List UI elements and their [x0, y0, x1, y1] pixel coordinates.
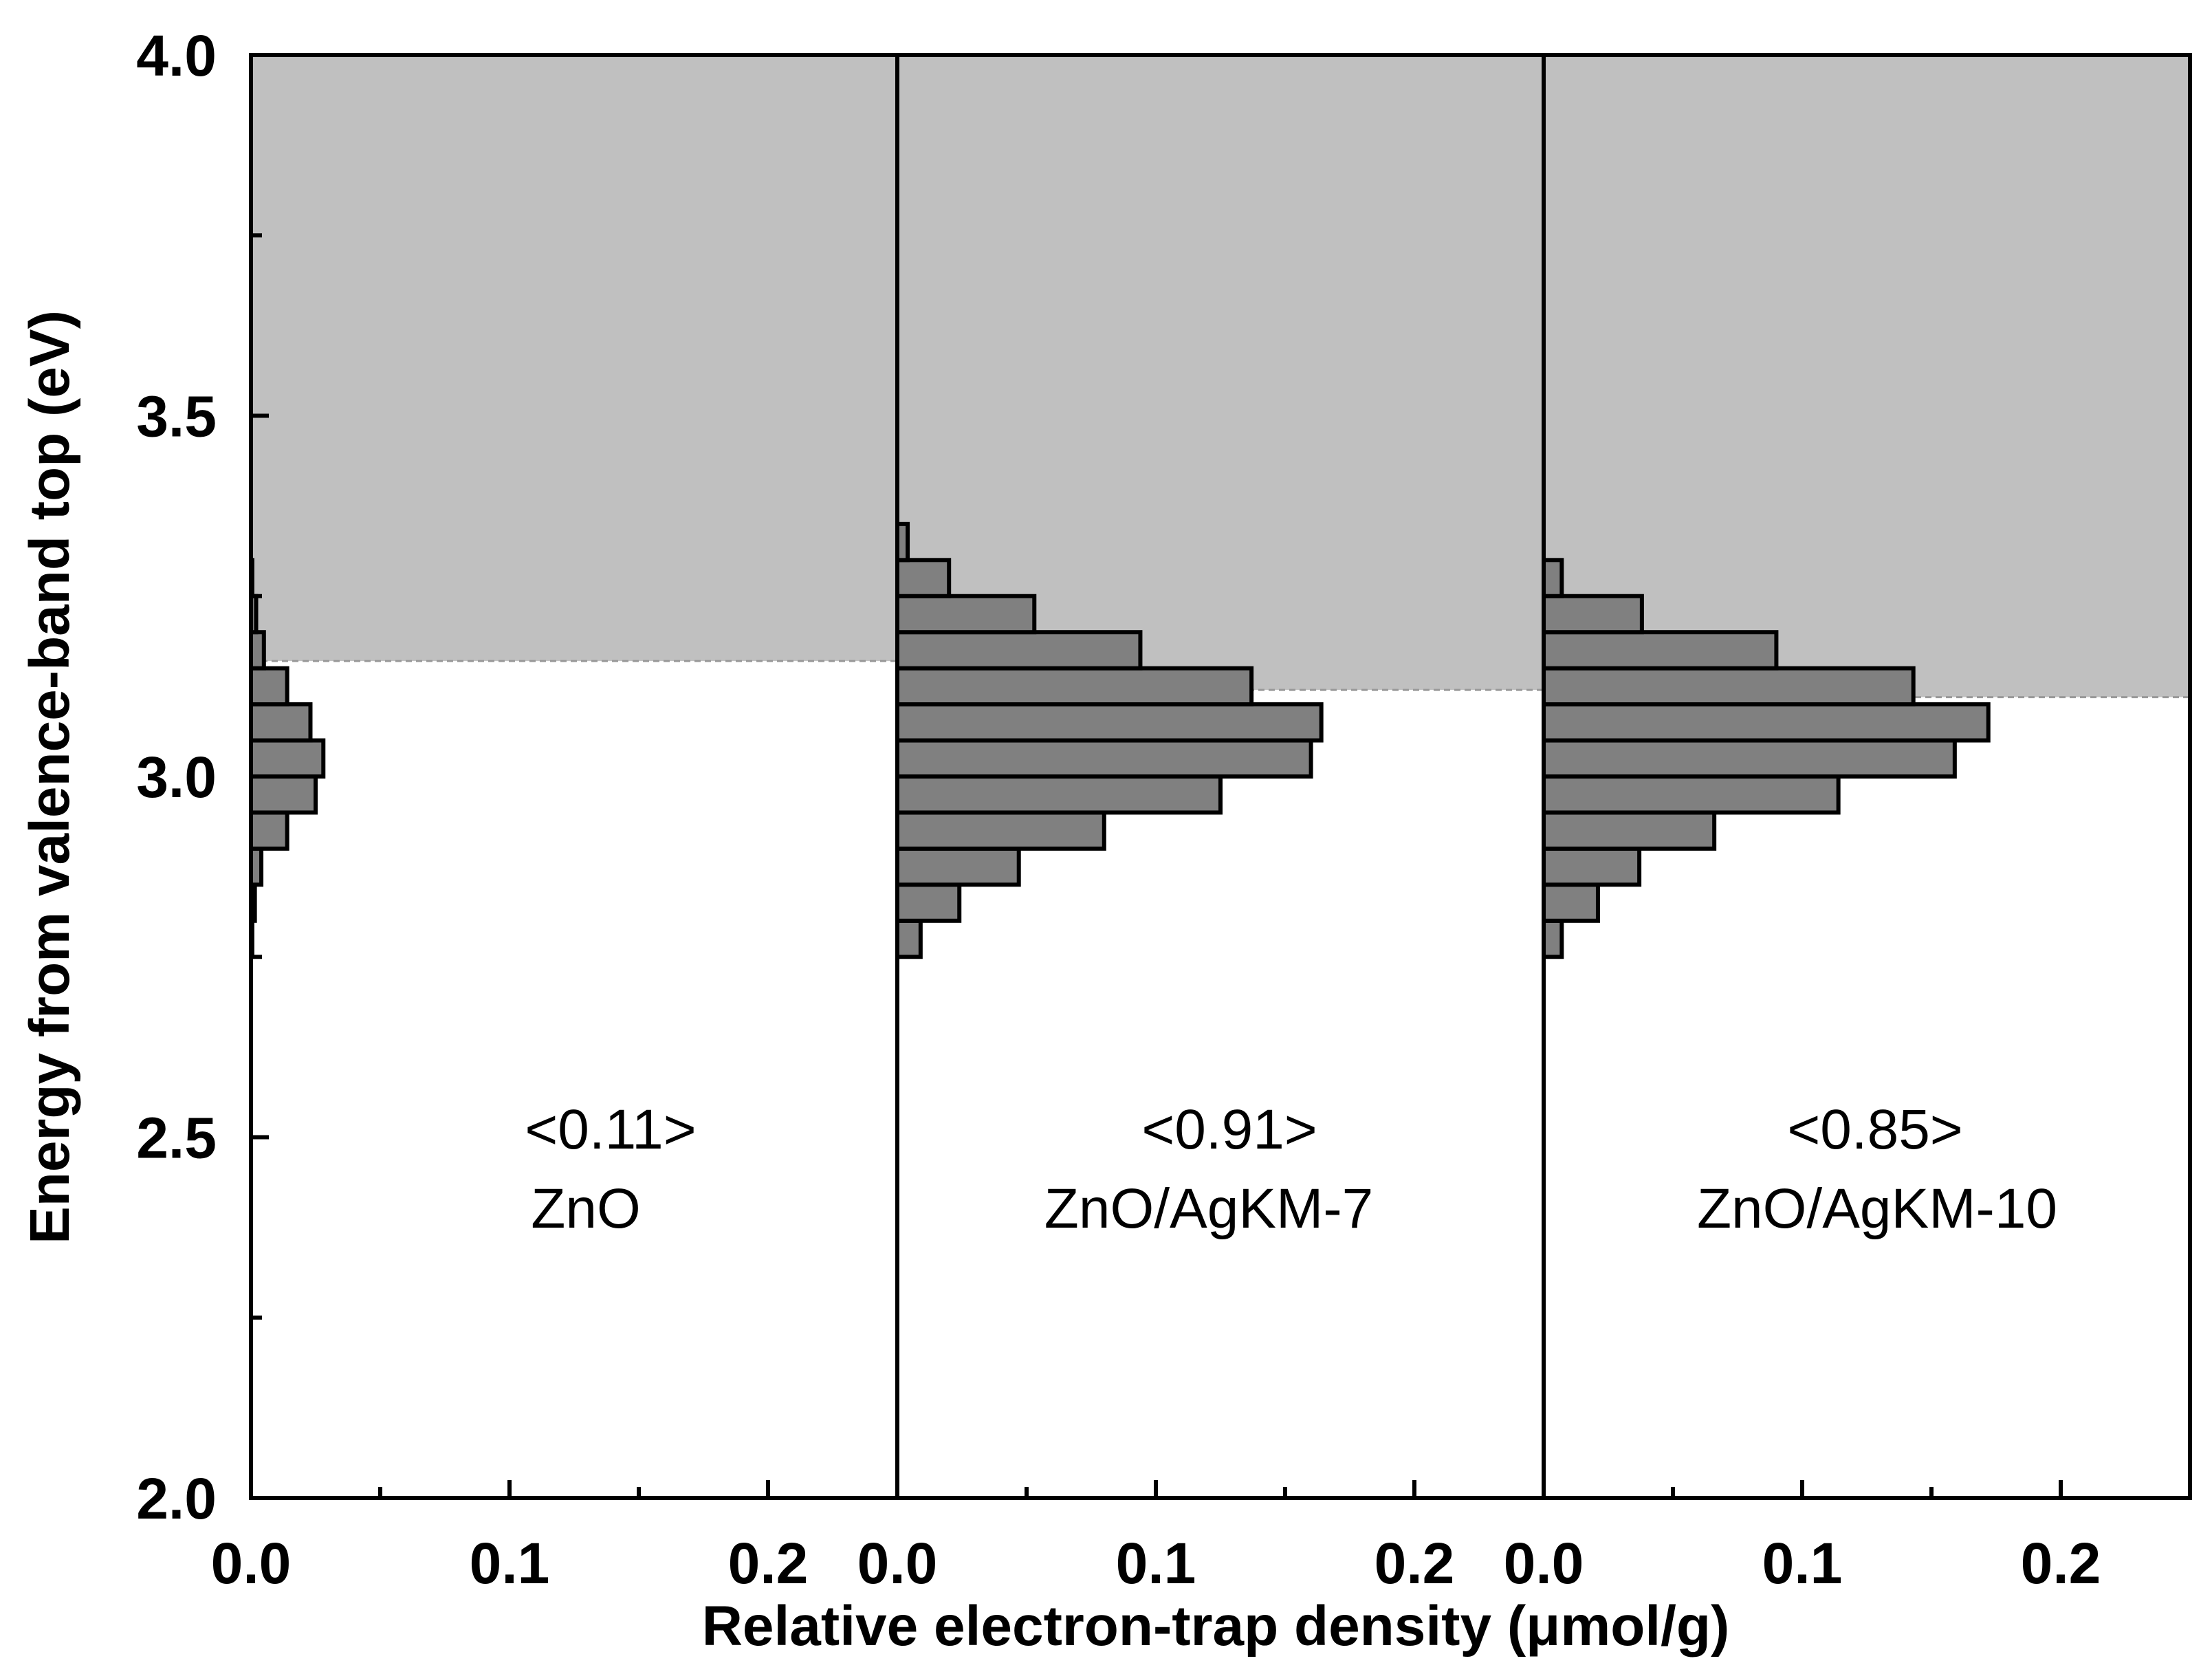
y-axis-title: Energy from valence-band top (eV) [19, 310, 81, 1244]
y-tick-label: 2.5 [136, 1106, 217, 1171]
y-tick-label: 3.5 [136, 384, 217, 449]
panel-3-x-tick-label: 0.0 [1504, 1531, 1584, 1596]
panel-2-x-tick-label: 0.0 [857, 1531, 938, 1596]
panel-3-bar-1 [1542, 918, 1564, 959]
panel-3-bar-2 [1542, 882, 1600, 923]
panel-2-bar-6 [895, 738, 1313, 779]
panel-3-bar-6 [1542, 738, 1957, 779]
panel-2-bar-4 [895, 810, 1106, 851]
panel-2-bar-1 [895, 918, 923, 959]
panel-1-x-tick-label: 0.0 [211, 1531, 292, 1596]
panel-1-bar-6 [249, 738, 326, 779]
panel-3-total-label: <0.85> [1787, 1098, 1962, 1161]
panel-3-bar-5 [1542, 774, 1841, 815]
panel-3-bar-3 [1542, 846, 1642, 887]
panel-2-bar-11 [895, 558, 952, 598]
panel-1-conduction-band-region [251, 55, 897, 662]
panel-3-conduction-band-region [1544, 55, 2190, 697]
panel-3-bar-4 [1542, 810, 1717, 851]
panel-2-bar-8 [895, 666, 1254, 707]
panel-2-sample-label: ZnO/AgKM-7 [1044, 1177, 1373, 1240]
panel-2-x-tick-label: 0.2 [1375, 1531, 1455, 1596]
panel-2-total-label: <0.91> [1141, 1098, 1317, 1161]
x-axis-title: Relative electron-trap density (μmol/g) [702, 1595, 1730, 1657]
panel-3-bar-11 [1542, 558, 1564, 598]
panel-2-bar-2 [895, 882, 962, 923]
panel-2-conduction-band-region [897, 55, 1544, 691]
chart-text: Relative electron-trap density (μmol/g) … [19, 23, 2101, 1657]
panel-3-bar-9 [1542, 630, 1779, 671]
panel-3-bar-7 [1542, 702, 1991, 743]
y-tick-label: 2.0 [136, 1466, 217, 1531]
panel-1-sample-label: ZnO [531, 1177, 640, 1240]
panel-2-x-tick-label: 0.1 [1116, 1531, 1196, 1596]
panel-2-bar-3 [895, 846, 1021, 887]
panel-1-bar-7 [249, 702, 313, 743]
y-tick-label: 4.0 [136, 23, 217, 88]
panel-2-bar-10 [895, 594, 1037, 635]
panel-1-x-tick-label: 0.1 [470, 1531, 550, 1596]
panel-2-bar-9 [895, 630, 1143, 671]
axis-ticks [251, 53, 2063, 1500]
panel-1-bar-4 [249, 810, 289, 851]
panel-1-x-tick-label: 0.2 [728, 1531, 809, 1596]
panel-3-x-tick-label: 0.2 [2021, 1531, 2101, 1596]
panel-3-x-tick-label: 0.1 [1762, 1531, 1843, 1596]
y-tick-label: 3.0 [136, 745, 217, 809]
conduction-band-regions [251, 55, 2190, 699]
panel-1-bar-5 [249, 774, 318, 815]
panel-2-bar-5 [895, 774, 1223, 815]
panel-2-bar-7 [895, 702, 1324, 743]
panel-3-bar-10 [1542, 594, 1644, 635]
panel-1-bar-8 [249, 666, 289, 707]
panel-3-sample-label: ZnO/AgKM-10 [1697, 1177, 2057, 1240]
panel-1-total-label: <0.11> [525, 1098, 696, 1161]
panel-3-bar-8 [1542, 666, 1916, 707]
